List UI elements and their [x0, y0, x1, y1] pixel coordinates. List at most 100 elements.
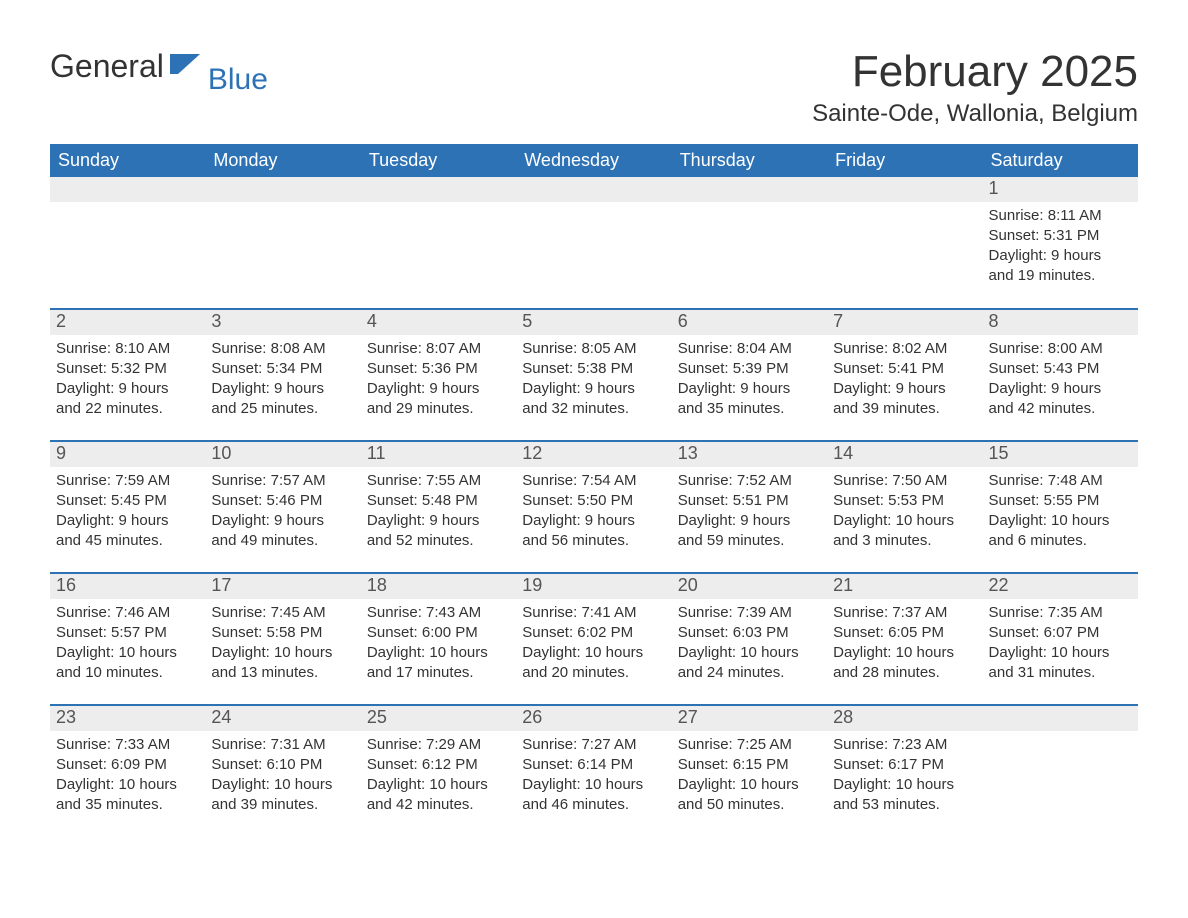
day-number	[983, 706, 1138, 731]
calendar-cell: 6Sunrise: 8:04 AMSunset: 5:39 PMDaylight…	[672, 309, 827, 441]
sunset-text: Sunset: 5:53 PM	[833, 491, 976, 511]
daylight2-text: and 56 minutes.	[522, 531, 665, 551]
day-data: Sunrise: 8:08 AMSunset: 5:34 PMDaylight:…	[205, 335, 360, 426]
sunrise-text: Sunrise: 7:27 AM	[522, 735, 665, 755]
sunrise-text: Sunrise: 7:55 AM	[367, 471, 510, 491]
calendar-cell: 13Sunrise: 7:52 AMSunset: 5:51 PMDayligh…	[672, 441, 827, 573]
calendar-cell: 8Sunrise: 8:00 AMSunset: 5:43 PMDaylight…	[983, 309, 1138, 441]
daylight1-text: Daylight: 10 hours	[367, 775, 510, 795]
daylight2-text: and 50 minutes.	[678, 795, 821, 815]
calendar-cell	[205, 177, 360, 309]
sunrise-text: Sunrise: 7:37 AM	[833, 603, 976, 623]
calendar-cell: 26Sunrise: 7:27 AMSunset: 6:14 PMDayligh…	[516, 705, 671, 837]
calendar-cell: 19Sunrise: 7:41 AMSunset: 6:02 PMDayligh…	[516, 573, 671, 705]
day-data: Sunrise: 7:54 AMSunset: 5:50 PMDaylight:…	[516, 467, 671, 558]
daylight1-text: Daylight: 9 hours	[989, 246, 1132, 266]
daylight1-text: Daylight: 10 hours	[833, 511, 976, 531]
daylight1-text: Daylight: 9 hours	[211, 511, 354, 531]
day-number	[361, 177, 516, 202]
day-data: Sunrise: 7:39 AMSunset: 6:03 PMDaylight:…	[672, 599, 827, 690]
daylight1-text: Daylight: 10 hours	[211, 643, 354, 663]
day-number: 25	[361, 706, 516, 731]
daylight2-text: and 52 minutes.	[367, 531, 510, 551]
daylight2-text: and 45 minutes.	[56, 531, 199, 551]
weekday-header-row: Sunday Monday Tuesday Wednesday Thursday…	[50, 144, 1138, 177]
daylight2-text: and 19 minutes.	[989, 266, 1132, 286]
calendar-cell: 20Sunrise: 7:39 AMSunset: 6:03 PMDayligh…	[672, 573, 827, 705]
weekday-header: Monday	[205, 144, 360, 177]
calendar-week-row: 1Sunrise: 8:11 AMSunset: 5:31 PMDaylight…	[50, 177, 1138, 309]
calendar-cell: 5Sunrise: 8:05 AMSunset: 5:38 PMDaylight…	[516, 309, 671, 441]
daylight2-text: and 32 minutes.	[522, 399, 665, 419]
daylight1-text: Daylight: 10 hours	[211, 775, 354, 795]
sunset-text: Sunset: 6:09 PM	[56, 755, 199, 775]
daylight1-text: Daylight: 10 hours	[989, 511, 1132, 531]
daylight1-text: Daylight: 9 hours	[833, 379, 976, 399]
sunrise-text: Sunrise: 7:41 AM	[522, 603, 665, 623]
day-number: 2	[50, 310, 205, 335]
weekday-header: Sunday	[50, 144, 205, 177]
sunrise-text: Sunrise: 7:33 AM	[56, 735, 199, 755]
day-data: Sunrise: 7:50 AMSunset: 5:53 PMDaylight:…	[827, 467, 982, 558]
sunset-text: Sunset: 6:03 PM	[678, 623, 821, 643]
daylight1-text: Daylight: 10 hours	[522, 643, 665, 663]
calendar-week-row: 2Sunrise: 8:10 AMSunset: 5:32 PMDaylight…	[50, 309, 1138, 441]
sunrise-text: Sunrise: 8:00 AM	[989, 339, 1132, 359]
calendar-cell: 23Sunrise: 7:33 AMSunset: 6:09 PMDayligh…	[50, 705, 205, 837]
sunset-text: Sunset: 6:07 PM	[989, 623, 1132, 643]
calendar-cell: 7Sunrise: 8:02 AMSunset: 5:41 PMDaylight…	[827, 309, 982, 441]
calendar-cell: 25Sunrise: 7:29 AMSunset: 6:12 PMDayligh…	[361, 705, 516, 837]
day-data: Sunrise: 7:45 AMSunset: 5:58 PMDaylight:…	[205, 599, 360, 690]
daylight1-text: Daylight: 10 hours	[989, 643, 1132, 663]
day-number: 16	[50, 574, 205, 599]
sunset-text: Sunset: 5:46 PM	[211, 491, 354, 511]
day-number: 4	[361, 310, 516, 335]
logo-word-1: General	[50, 50, 164, 82]
daylight2-text: and 39 minutes.	[833, 399, 976, 419]
day-data: Sunrise: 7:43 AMSunset: 6:00 PMDaylight:…	[361, 599, 516, 690]
day-number: 3	[205, 310, 360, 335]
daylight2-text: and 59 minutes.	[678, 531, 821, 551]
day-data: Sunrise: 8:05 AMSunset: 5:38 PMDaylight:…	[516, 335, 671, 426]
sunrise-text: Sunrise: 8:11 AM	[989, 206, 1132, 226]
day-data: Sunrise: 8:10 AMSunset: 5:32 PMDaylight:…	[50, 335, 205, 426]
day-data: Sunrise: 8:04 AMSunset: 5:39 PMDaylight:…	[672, 335, 827, 426]
day-data: Sunrise: 7:23 AMSunset: 6:17 PMDaylight:…	[827, 731, 982, 822]
calendar-cell	[50, 177, 205, 309]
day-data: Sunrise: 7:37 AMSunset: 6:05 PMDaylight:…	[827, 599, 982, 690]
day-data: Sunrise: 7:57 AMSunset: 5:46 PMDaylight:…	[205, 467, 360, 558]
daylight1-text: Daylight: 9 hours	[367, 511, 510, 531]
sunset-text: Sunset: 5:34 PM	[211, 359, 354, 379]
day-data: Sunrise: 8:07 AMSunset: 5:36 PMDaylight:…	[361, 335, 516, 426]
calendar-cell: 1Sunrise: 8:11 AMSunset: 5:31 PMDaylight…	[983, 177, 1138, 309]
daylight2-text: and 3 minutes.	[833, 531, 976, 551]
daylight1-text: Daylight: 10 hours	[522, 775, 665, 795]
sunset-text: Sunset: 5:39 PM	[678, 359, 821, 379]
day-data: Sunrise: 8:11 AMSunset: 5:31 PMDaylight:…	[983, 202, 1138, 293]
daylight1-text: Daylight: 9 hours	[522, 379, 665, 399]
calendar-cell: 4Sunrise: 8:07 AMSunset: 5:36 PMDaylight…	[361, 309, 516, 441]
calendar-cell: 22Sunrise: 7:35 AMSunset: 6:07 PMDayligh…	[983, 573, 1138, 705]
sunrise-text: Sunrise: 8:07 AM	[367, 339, 510, 359]
day-number: 12	[516, 442, 671, 467]
sunrise-text: Sunrise: 8:02 AM	[833, 339, 976, 359]
calendar-week-row: 9Sunrise: 7:59 AMSunset: 5:45 PMDaylight…	[50, 441, 1138, 573]
sunset-text: Sunset: 5:50 PM	[522, 491, 665, 511]
calendar-cell: 3Sunrise: 8:08 AMSunset: 5:34 PMDaylight…	[205, 309, 360, 441]
sunset-text: Sunset: 5:45 PM	[56, 491, 199, 511]
sunset-text: Sunset: 5:57 PM	[56, 623, 199, 643]
weekday-header: Saturday	[983, 144, 1138, 177]
day-data: Sunrise: 7:27 AMSunset: 6:14 PMDaylight:…	[516, 731, 671, 822]
calendar-cell: 18Sunrise: 7:43 AMSunset: 6:00 PMDayligh…	[361, 573, 516, 705]
daylight2-text: and 35 minutes.	[56, 795, 199, 815]
day-data: Sunrise: 7:31 AMSunset: 6:10 PMDaylight:…	[205, 731, 360, 822]
day-data: Sunrise: 7:35 AMSunset: 6:07 PMDaylight:…	[983, 599, 1138, 690]
sunrise-text: Sunrise: 7:29 AM	[367, 735, 510, 755]
day-number: 18	[361, 574, 516, 599]
sunset-text: Sunset: 6:17 PM	[833, 755, 976, 775]
sunrise-text: Sunrise: 7:45 AM	[211, 603, 354, 623]
daylight1-text: Daylight: 9 hours	[56, 511, 199, 531]
sunset-text: Sunset: 5:41 PM	[833, 359, 976, 379]
title-block: February 2025 Sainte-Ode, Wallonia, Belg…	[812, 50, 1138, 138]
daylight2-text: and 28 minutes.	[833, 663, 976, 683]
